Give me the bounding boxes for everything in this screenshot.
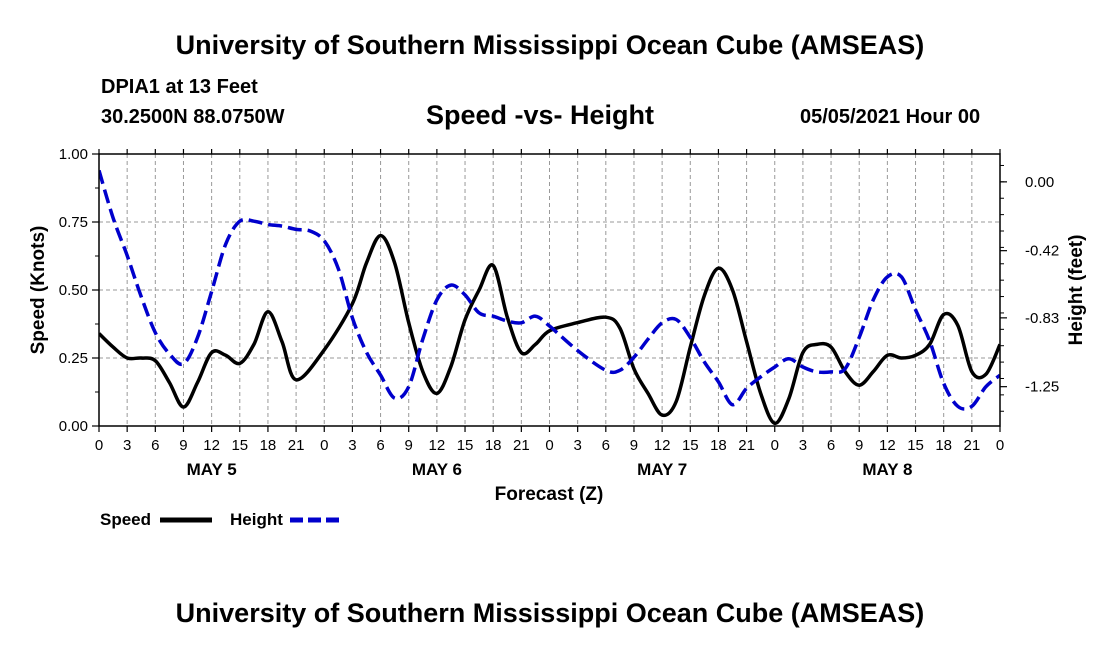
speed-series-line bbox=[99, 233, 1000, 426]
y2-tick-label: -0.83 bbox=[1025, 310, 1059, 327]
forecast-date: 05/05/2021 Hour 00 bbox=[800, 106, 981, 128]
x-tick-label: 12 bbox=[203, 437, 220, 454]
legend-label-height: Height bbox=[230, 510, 283, 529]
y-tick-label: 0.25 bbox=[59, 350, 88, 367]
y2-axis-label: Height (feet) bbox=[1066, 235, 1087, 346]
x-tick-label: 9 bbox=[630, 437, 638, 454]
x-tick-label: 15 bbox=[231, 437, 248, 454]
x-tick-label: 3 bbox=[799, 437, 807, 454]
chart-title: Speed -vs- Height bbox=[426, 100, 655, 130]
x-tick-label: 0 bbox=[320, 437, 328, 454]
plot-frame bbox=[98, 153, 1001, 427]
y-tick-label: 0.75 bbox=[59, 214, 88, 231]
x-tick-label: 15 bbox=[457, 437, 474, 454]
x-tick-label: 3 bbox=[123, 437, 131, 454]
x-tick-label: 9 bbox=[405, 437, 413, 454]
x-tick-label: 15 bbox=[682, 437, 699, 454]
y-tick-label: 0.50 bbox=[59, 282, 88, 299]
axis-ticks: 0 3 6 9 12 15 18 21 0 3 6 9 12 15 18 21 0 3 6 9 12 15 18 21 0 3 6 9… bbox=[59, 146, 1059, 479]
x-tick-label: 6 bbox=[151, 437, 159, 454]
x-tick-label: 0 bbox=[771, 437, 779, 454]
page-title: University of Southern Mississippi Ocean… bbox=[175, 30, 925, 60]
day-label: MAY 8 bbox=[862, 460, 912, 479]
x-tick-label: 15 bbox=[907, 437, 924, 454]
x-axis-label: Forecast (Z) bbox=[495, 484, 604, 505]
x-tick-label: 18 bbox=[260, 437, 277, 454]
x-tick-label: 21 bbox=[964, 437, 981, 454]
x-tick-label: 18 bbox=[710, 437, 727, 454]
x-tick-label: 12 bbox=[429, 437, 446, 454]
y-tick-label: 1.00 bbox=[59, 146, 88, 163]
y-axis-label: Speed (Knots) bbox=[28, 226, 49, 355]
height-series-line bbox=[99, 169, 1000, 411]
station-coordinates: 30.2500N 88.0750W bbox=[101, 106, 285, 128]
x-tick-label: 0 bbox=[95, 437, 103, 454]
x-tick-label: 6 bbox=[827, 437, 835, 454]
x-tick-label: 3 bbox=[348, 437, 356, 454]
x-tick-label: 12 bbox=[879, 437, 896, 454]
y2-tick-label: -0.42 bbox=[1025, 243, 1059, 260]
x-tick-label: 3 bbox=[573, 437, 581, 454]
y2-tick-label: 0.00 bbox=[1025, 174, 1054, 191]
grid-lines bbox=[99, 154, 1000, 426]
x-tick-label: 12 bbox=[654, 437, 671, 454]
x-tick-label: 6 bbox=[376, 437, 384, 454]
day-label: MAY 5 bbox=[187, 460, 237, 479]
y2-tick-label: -1.25 bbox=[1025, 379, 1059, 396]
footer-title: University of Southern Mississippi Ocean… bbox=[175, 598, 925, 628]
x-tick-label: 18 bbox=[935, 437, 952, 454]
x-tick-label: 6 bbox=[602, 437, 610, 454]
x-tick-label: 18 bbox=[485, 437, 502, 454]
day-label: MAY 7 bbox=[637, 460, 687, 479]
legend-label-speed: Speed bbox=[100, 510, 151, 529]
x-tick-label: 0 bbox=[996, 437, 1004, 454]
x-tick-label: 0 bbox=[545, 437, 553, 454]
y-tick-label: 0.00 bbox=[59, 418, 88, 435]
x-tick-label: 21 bbox=[738, 437, 755, 454]
day-label: MAY 6 bbox=[412, 460, 462, 479]
x-tick-label: 21 bbox=[513, 437, 530, 454]
series-group bbox=[99, 169, 1000, 426]
x-tick-label: 21 bbox=[288, 437, 305, 454]
legend: Speed Height bbox=[100, 510, 342, 529]
x-tick-label: 9 bbox=[855, 437, 863, 454]
station-label: DPIA1 at 13 Feet bbox=[101, 76, 258, 98]
x-tick-label: 9 bbox=[179, 437, 187, 454]
